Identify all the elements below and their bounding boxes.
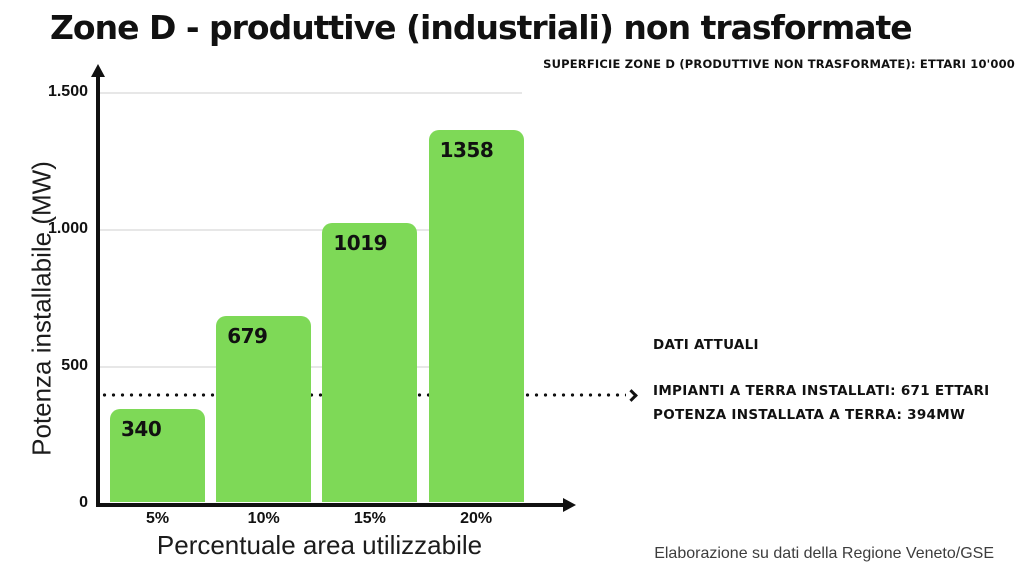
source-credit: Elaborazione su dati della Regione Venet… [654,545,994,562]
y-tick-label: 1.500 [47,82,88,100]
bar-15% [322,222,418,502]
reference-line-arrow-icon [625,388,638,402]
x-axis-line [96,503,563,507]
x-axis-arrow-icon [563,497,576,512]
y-axis-arrow-icon [90,64,105,77]
page-title: Zone D - produttive (industriali) non tr… [50,8,913,47]
y-axis-title: Potenza installabile (MW) [26,161,57,456]
bar-10% [216,315,312,502]
gridline [100,92,522,94]
y-tick-label: 1.000 [47,219,88,237]
bar-value-label: 1358 [439,137,494,162]
chart-subtitle: SUPERFICIE ZONE D (PRODUTTIVE NON TRASFO… [543,57,1015,71]
x-axis-title: Percentuale area utilizzabile [156,530,483,560]
annotation-heading: DATI ATTUALI [653,337,759,353]
x-tick-label: 10% [247,510,280,527]
bar-value-label: 1019 [333,230,388,255]
annotation-installed-area: IMPIANTI A TERRA INSTALLATI: 671 ETTARI [653,383,990,399]
bar-value-label: 340 [121,416,162,441]
bar-value-label: 679 [227,323,268,348]
y-tick-label: 0 [79,493,88,511]
x-tick-label: 20% [460,510,493,527]
gridline [100,229,522,231]
bar-20% [428,129,524,502]
bar-5% [110,408,205,502]
x-tick-label: 5% [145,510,170,527]
x-tick-label: 15% [353,510,386,527]
y-axis-line [96,76,100,506]
y-tick-label: 500 [61,356,88,374]
annotation-installed-power: POTENZA INSTALLATA A TERRA: 394MW [653,407,966,423]
